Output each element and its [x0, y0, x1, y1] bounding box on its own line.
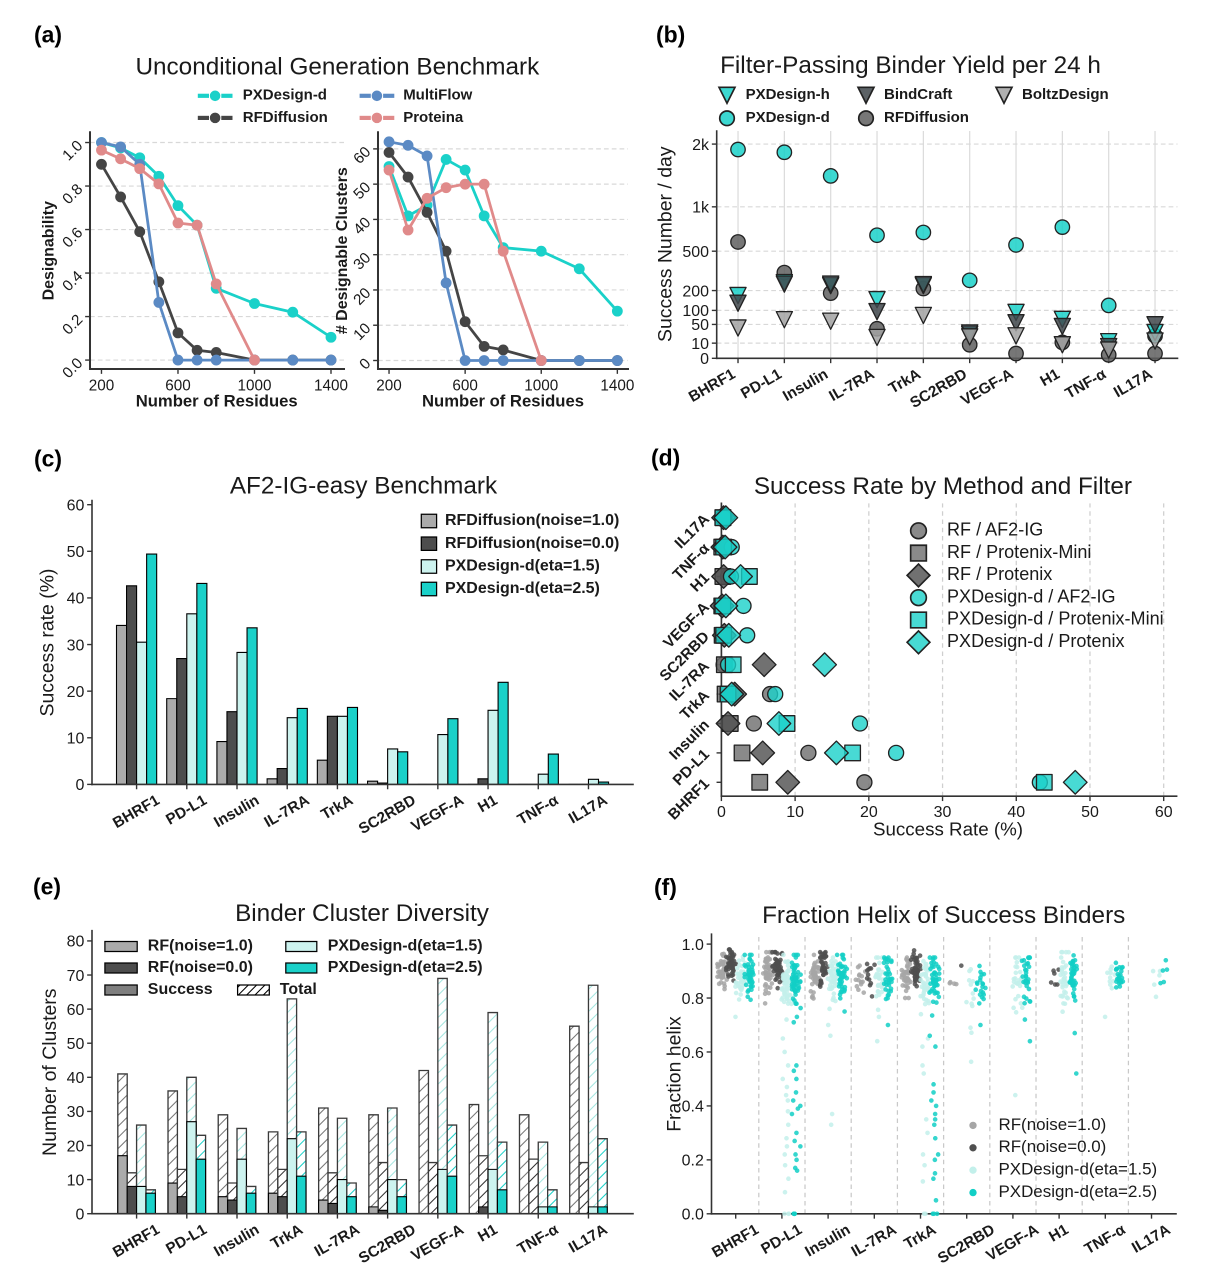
svg-text:PXDesign-d: PXDesign-d [243, 87, 327, 104]
svg-text:1.0: 1.0 [682, 937, 704, 954]
svg-text:60: 60 [67, 1002, 85, 1019]
svg-text:AF2-IG-easy Benchmark: AF2-IG-easy Benchmark [230, 473, 498, 500]
svg-text:600: 600 [452, 377, 477, 394]
svg-text:50: 50 [691, 317, 709, 334]
svg-text:RF(noise=0.0): RF(noise=0.0) [999, 1137, 1107, 1156]
svg-text:20: 20 [67, 1138, 85, 1155]
svg-text:60: 60 [67, 497, 85, 514]
svg-text:20: 20 [860, 804, 878, 821]
svg-text:60: 60 [1155, 804, 1173, 821]
svg-text:PXDesign-d / Protenix: PXDesign-d / Protenix [947, 631, 1125, 651]
svg-text:0: 0 [75, 777, 84, 794]
svg-text:(a): (a) [34, 21, 62, 47]
svg-text:20: 20 [67, 684, 85, 701]
svg-text:0.4: 0.4 [682, 1099, 704, 1116]
svg-text:Success rate (%): Success rate (%) [37, 569, 59, 717]
svg-text:PXDesign-d: PXDesign-d [746, 109, 830, 126]
svg-text:(e): (e) [33, 873, 61, 899]
svg-text:100: 100 [682, 303, 709, 320]
svg-text:50: 50 [67, 544, 85, 561]
svg-text:RF(noise=0.0): RF(noise=0.0) [148, 959, 253, 976]
svg-text:PXDesign-d(eta=1.5): PXDesign-d(eta=1.5) [328, 938, 483, 955]
svg-text:RFDiffusion: RFDiffusion [884, 109, 969, 126]
svg-text:Designability: Designability [41, 201, 58, 301]
svg-text:Fraction Helix of Success Bind: Fraction Helix of Success Binders [762, 902, 1125, 929]
svg-text:40: 40 [1007, 804, 1025, 821]
svg-text:Success: Success [148, 981, 213, 998]
svg-text:30: 30 [934, 804, 952, 821]
svg-text:80: 80 [67, 934, 85, 951]
svg-text:Number of Residues: Number of Residues [422, 391, 584, 410]
svg-text:PXDesign-d(eta=2.5): PXDesign-d(eta=2.5) [328, 959, 483, 976]
svg-text:Filter-Passing Binder Yield pe: Filter-Passing Binder Yield per 24 h [720, 52, 1101, 79]
svg-text:50: 50 [67, 1036, 85, 1053]
svg-text:Success Rate (%): Success Rate (%) [873, 818, 1023, 839]
svg-text:0.0: 0.0 [682, 1207, 704, 1224]
svg-text:40: 40 [67, 1070, 85, 1087]
svg-text:PXDesign-h: PXDesign-h [746, 86, 830, 103]
svg-text:Proteina: Proteina [403, 109, 464, 126]
svg-text:BindCraft: BindCraft [884, 86, 952, 103]
svg-text:Success Number / day: Success Number / day [655, 146, 677, 342]
svg-text:# Designable Clusters: # Designable Clusters [334, 167, 351, 334]
svg-text:10: 10 [67, 1172, 85, 1189]
svg-text:30: 30 [67, 1104, 85, 1121]
svg-text:10: 10 [691, 336, 709, 353]
svg-text:RFDiffusion(noise=0.0): RFDiffusion(noise=0.0) [445, 535, 619, 552]
svg-text:30: 30 [67, 637, 85, 654]
svg-text:Success Rate by Method and Fil: Success Rate by Method and Filter [754, 473, 1132, 500]
svg-text:MultiFlow: MultiFlow [403, 87, 472, 104]
svg-text:Number of Residues: Number of Residues [136, 391, 298, 410]
svg-text:Total: Total [280, 981, 317, 998]
svg-text:Unconditional Generation Bench: Unconditional Generation Benchmark [135, 54, 540, 81]
svg-text:10: 10 [67, 731, 85, 748]
svg-text:0.8: 0.8 [682, 991, 704, 1008]
svg-text:RFDiffusion: RFDiffusion [243, 109, 328, 126]
svg-text:200: 200 [682, 283, 709, 300]
svg-text:(d): (d) [651, 445, 680, 471]
svg-text:0.6: 0.6 [682, 1045, 704, 1062]
svg-text:PXDesign-d / Protenix-Mini: PXDesign-d / Protenix-Mini [947, 609, 1164, 629]
svg-text:1000: 1000 [524, 377, 558, 394]
svg-text:200: 200 [376, 377, 401, 394]
svg-text:1000: 1000 [238, 377, 272, 394]
svg-text:(f): (f) [654, 874, 677, 900]
svg-text:10: 10 [786, 804, 804, 821]
svg-text:2k: 2k [692, 137, 709, 154]
svg-text:RF / Protenix-Mini: RF / Protenix-Mini [947, 542, 1091, 562]
svg-text:(b): (b) [656, 21, 685, 47]
svg-text:PXDesign-d(eta=2.5): PXDesign-d(eta=2.5) [445, 580, 600, 597]
svg-text:PXDesign-d / AF2-IG: PXDesign-d / AF2-IG [947, 586, 1116, 606]
svg-text:RF(noise=1.0): RF(noise=1.0) [999, 1115, 1107, 1134]
svg-text:1k: 1k [692, 200, 709, 217]
svg-text:Number of Clusters: Number of Clusters [39, 988, 61, 1156]
svg-text:PXDesign-d(eta=1.5): PXDesign-d(eta=1.5) [445, 558, 600, 575]
svg-text:BoltzDesign: BoltzDesign [1022, 86, 1109, 103]
svg-text:RF(noise=1.0): RF(noise=1.0) [148, 938, 253, 955]
svg-text:70: 70 [67, 968, 85, 985]
svg-text:1400: 1400 [314, 377, 348, 394]
svg-text:RF / AF2-IG: RF / AF2-IG [947, 519, 1043, 539]
svg-text:0: 0 [717, 804, 726, 821]
svg-text:600: 600 [165, 377, 190, 394]
svg-text:0: 0 [75, 1206, 84, 1223]
svg-text:RFDiffusion(noise=1.0): RFDiffusion(noise=1.0) [445, 512, 619, 529]
svg-text:500: 500 [682, 244, 709, 261]
svg-text:0: 0 [700, 351, 709, 368]
svg-text:50: 50 [1081, 804, 1099, 821]
svg-text:1400: 1400 [600, 377, 634, 394]
svg-text:Binder Cluster Diversity: Binder Cluster Diversity [235, 900, 490, 927]
svg-text:200: 200 [89, 377, 114, 394]
svg-text:RF / Protenix: RF / Protenix [947, 564, 1052, 584]
svg-text:Fraction helix: Fraction helix [664, 1016, 686, 1132]
svg-text:(c): (c) [34, 445, 62, 471]
svg-text:0.2: 0.2 [682, 1153, 704, 1170]
svg-text:PXDesign-d(eta=2.5): PXDesign-d(eta=2.5) [999, 1182, 1158, 1201]
svg-text:PXDesign-d(eta=1.5): PXDesign-d(eta=1.5) [999, 1160, 1158, 1179]
svg-text:40: 40 [67, 591, 85, 608]
